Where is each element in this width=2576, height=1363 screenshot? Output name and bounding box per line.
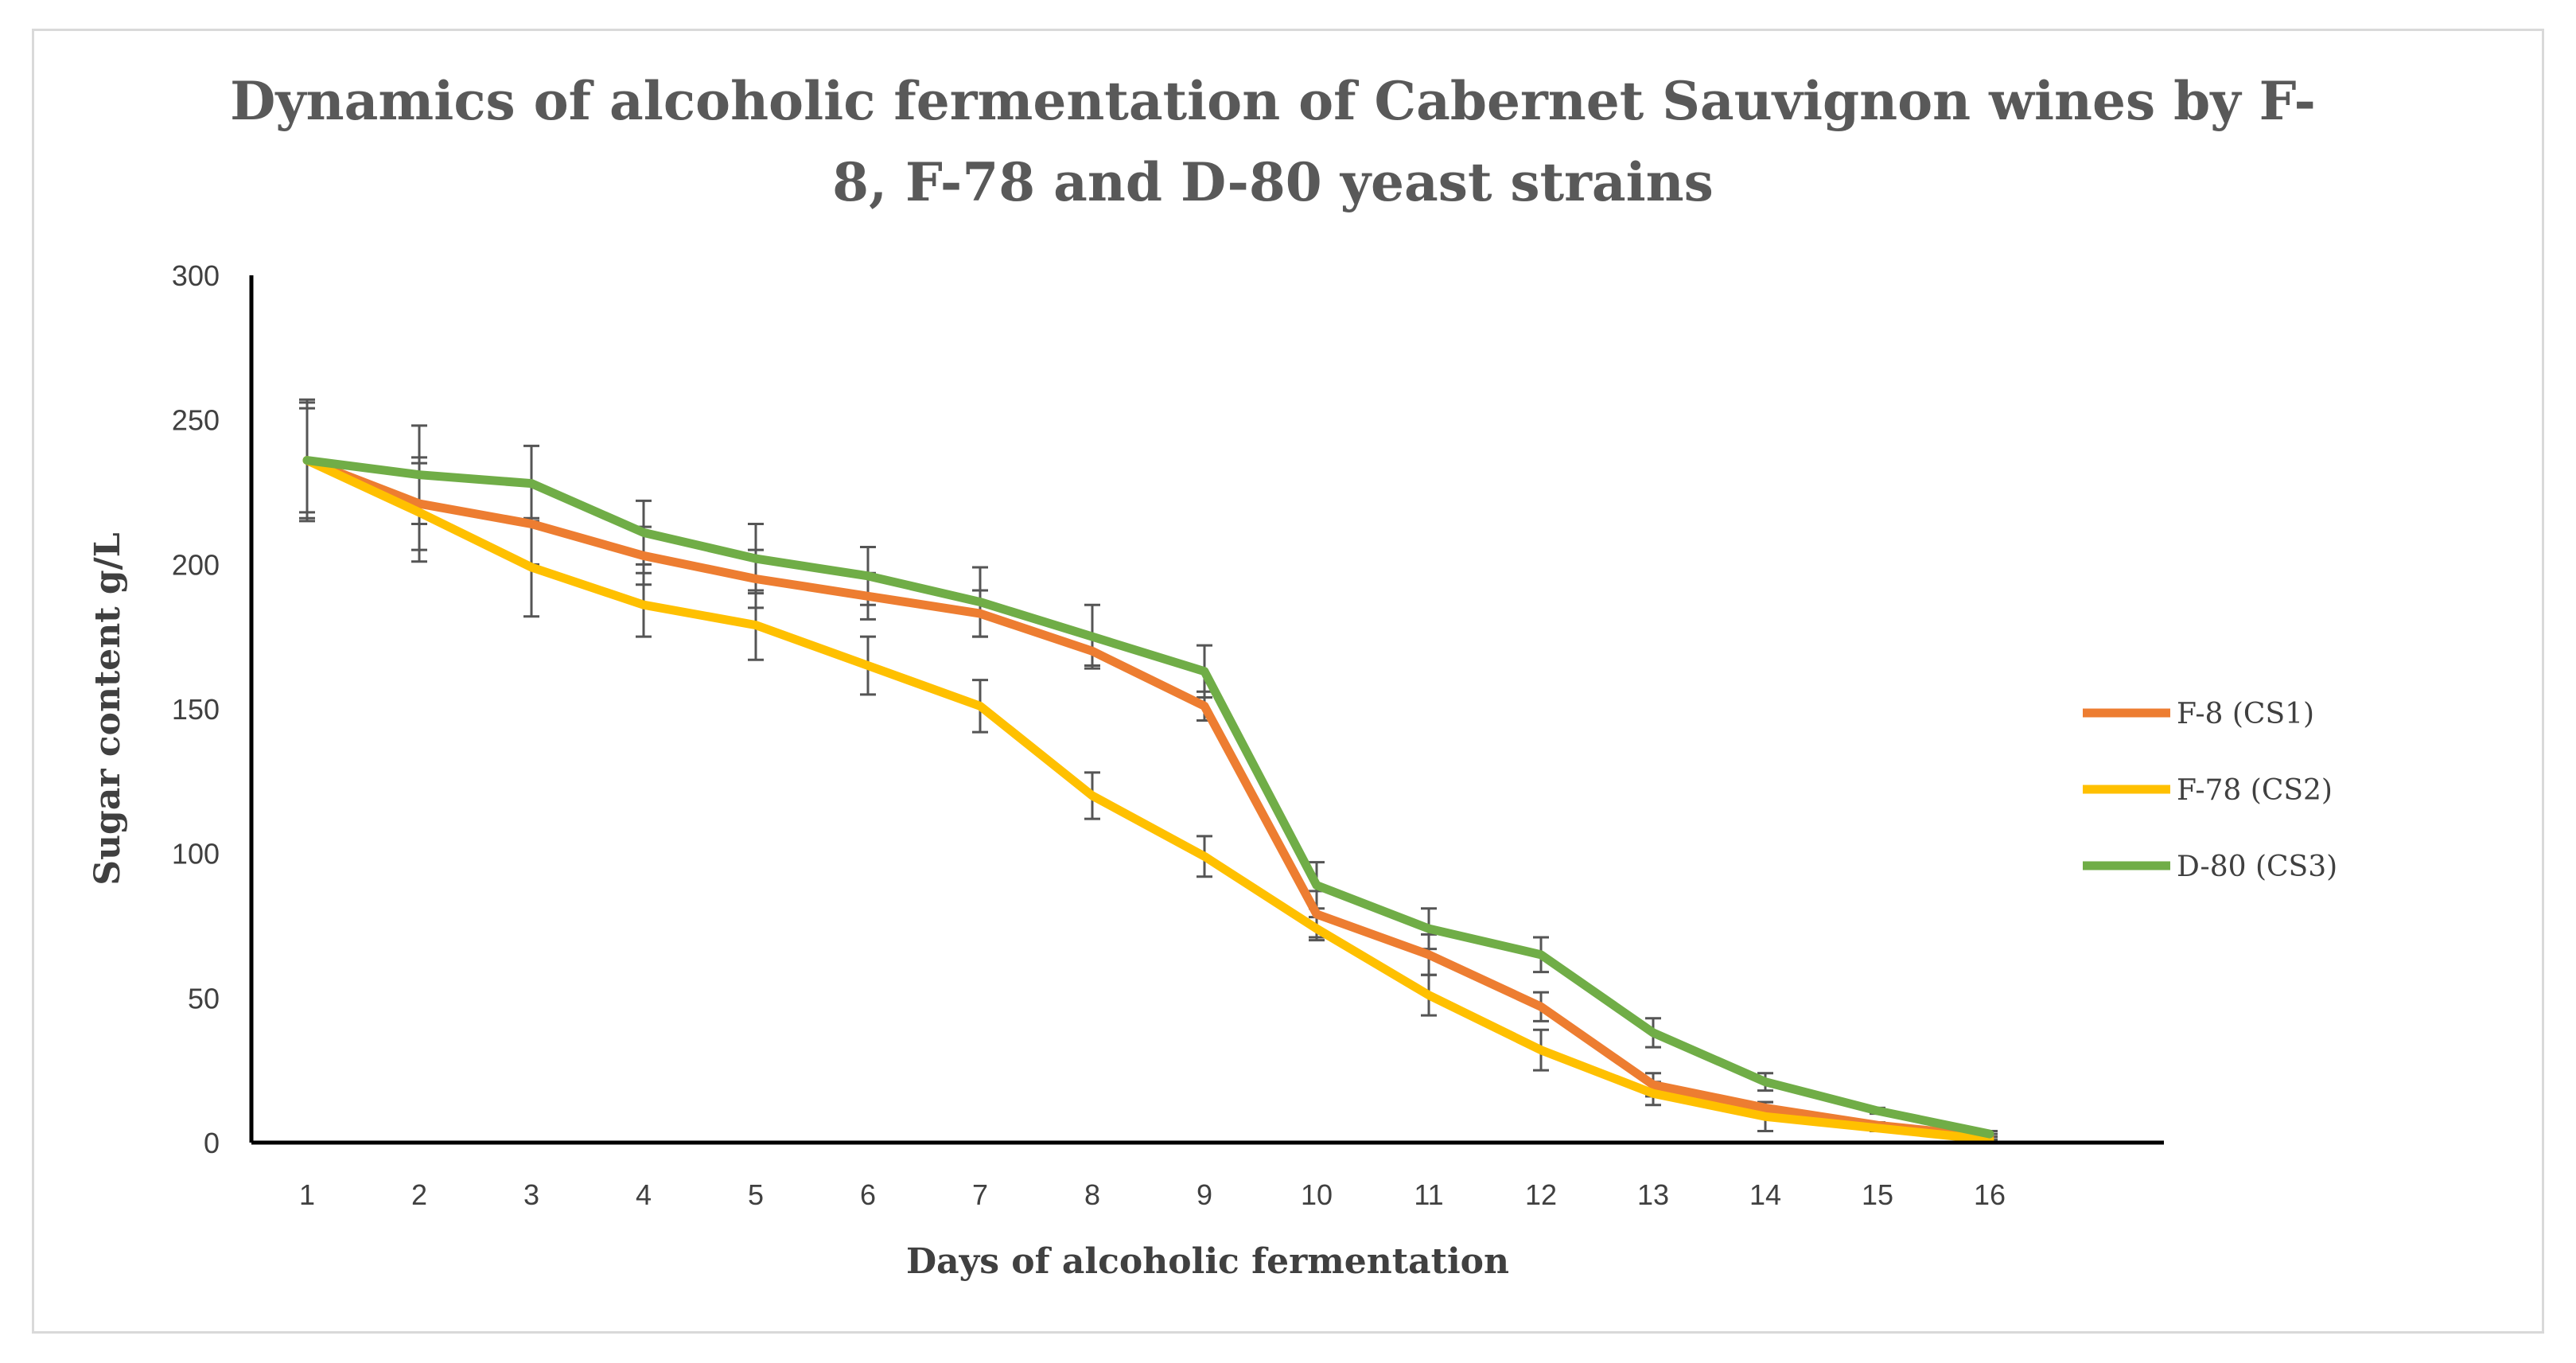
x-tick-label: 2: [411, 1178, 427, 1211]
chart-frame: [32, 29, 2544, 1334]
y-tick-label: 200: [172, 548, 220, 581]
legend-label: F-78 (CS2): [2177, 774, 2333, 807]
x-tick-label: 9: [1197, 1178, 1212, 1211]
legend-label: F-8 (CS1): [2177, 698, 2314, 730]
y-tick-label: 150: [172, 693, 220, 726]
x-tick-label: 8: [1084, 1178, 1100, 1211]
chart-title-line-1: Dynamics of alcoholic fermentation of Ca…: [230, 70, 2316, 132]
x-axis-title: Days of alcoholic fermentation: [906, 1241, 1509, 1282]
y-axis-ticks: 0 50 100 150 200 250 300: [172, 259, 220, 1159]
x-tick-label: 3: [523, 1178, 539, 1211]
series-lines: [302, 456, 1994, 1144]
y-tick-label: 0: [204, 1127, 220, 1159]
x-tick-label: 12: [1525, 1178, 1557, 1211]
x-tick-label: 16: [1974, 1178, 2006, 1211]
y-tick-label: 300: [172, 259, 220, 292]
legend: F-8 (CS1) F-78 (CS2) D-80 (CS3): [2083, 698, 2337, 883]
x-tick-label: 6: [860, 1178, 876, 1211]
x-tick-label: 13: [1637, 1178, 1669, 1211]
x-axis-ticks: 1 2 3 4 5 6 7 8 9 10 11 12 13 14 15 16: [299, 1178, 2006, 1211]
y-axis-title: Sugar content g/L: [88, 532, 128, 885]
y-tick-label: 250: [172, 404, 220, 437]
x-tick-label: 15: [1862, 1178, 1893, 1211]
x-tick-label: 11: [1414, 1178, 1443, 1211]
y-tick-label: 100: [172, 838, 220, 870]
x-tick-label: 14: [1749, 1178, 1781, 1211]
y-tick-label: 50: [188, 982, 220, 1014]
series-line-f-78-cs2: [302, 456, 1994, 1144]
x-tick-label: 4: [636, 1178, 652, 1211]
x-tick-label: 10: [1301, 1178, 1333, 1211]
series-line-d-80-cs3: [302, 456, 1994, 1139]
x-tick-label: 1: [299, 1178, 315, 1211]
chart-title-line-2: 8, F-78 and D-80 yeast strains: [832, 151, 1714, 213]
legend-label: D-80 (CS3): [2177, 851, 2337, 883]
series-line-f-8-cs1: [302, 456, 1994, 1142]
x-tick-label: 7: [972, 1178, 988, 1211]
x-tick-label: 5: [748, 1178, 764, 1211]
error-bars: [299, 398, 1998, 1144]
